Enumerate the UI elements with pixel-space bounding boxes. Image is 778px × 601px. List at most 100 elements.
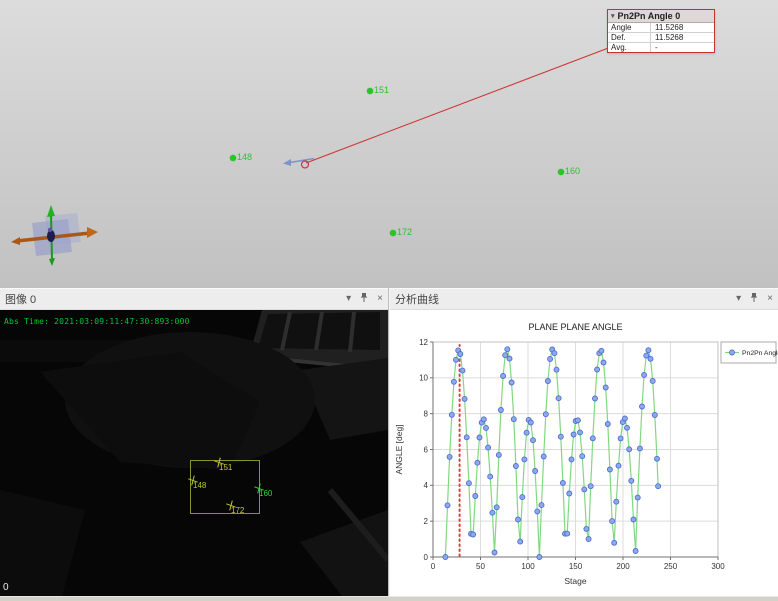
data-point[interactable] — [604, 421, 611, 427]
data-point[interactable] — [444, 502, 451, 509]
data-point[interactable] — [630, 516, 637, 523]
data-point[interactable] — [500, 373, 507, 379]
data-point[interactable] — [547, 356, 554, 362]
data-point[interactable] — [626, 446, 633, 453]
data-point[interactable] — [585, 536, 592, 542]
3d-viewport[interactable]: 151 148 160 172 ▾ Pn2Pn Angle 0 Angle 11.526… — [0, 0, 778, 288]
data-point[interactable] — [589, 435, 596, 442]
data-point[interactable] — [493, 504, 500, 511]
data-point[interactable] — [521, 456, 528, 463]
data-point[interactable] — [647, 355, 654, 362]
panel-close-icon[interactable]: × — [767, 293, 773, 304]
data-point[interactable] — [515, 516, 521, 523]
data-point[interactable] — [602, 384, 609, 391]
data-point[interactable] — [621, 415, 628, 422]
data-point[interactable] — [465, 480, 472, 487]
data-point[interactable] — [587, 483, 594, 490]
measurement-tooltip[interactable]: ▾ Pn2Pn Angle 0 Angle 11.5268 Def. 11.5268 A… — [607, 9, 715, 53]
chart-legend[interactable]: Pn2Pn Angle 0 — [720, 341, 778, 364]
data-point[interactable] — [551, 350, 558, 357]
data-point[interactable] — [512, 463, 519, 469]
data-point[interactable] — [487, 473, 494, 480]
data-point[interactable] — [574, 417, 581, 424]
data-point[interactable] — [519, 494, 526, 501]
data-point[interactable] — [442, 554, 449, 560]
data-point[interactable] — [632, 548, 639, 554]
data-point[interactable] — [532, 468, 539, 474]
data-point[interactable] — [506, 355, 513, 362]
data-point[interactable] — [457, 351, 464, 357]
data-point[interactable] — [485, 444, 492, 451]
data-point[interactable] — [502, 352, 509, 359]
data-point[interactable] — [510, 416, 517, 423]
data-point[interactable] — [446, 453, 453, 460]
data-point[interactable] — [624, 424, 630, 431]
data-point[interactable] — [483, 424, 489, 431]
data-point[interactable] — [530, 437, 536, 444]
data-point[interactable] — [448, 411, 455, 418]
collapse-triangle-icon[interactable]: ▾ — [611, 13, 615, 20]
data-point[interactable] — [517, 538, 524, 545]
data-point[interactable] — [544, 378, 551, 384]
data-point[interactable] — [489, 509, 496, 516]
data-point[interactable] — [480, 416, 487, 423]
analysis-chart[interactable]: 0 50 100 150 200 250 300 0 2 4 6 8 10 12 PLANE PLANE A… — [390, 310, 778, 596]
data-point[interactable] — [606, 466, 613, 473]
data-point[interactable] — [598, 347, 605, 354]
data-point[interactable] — [527, 419, 534, 426]
data-point[interactable] — [540, 453, 547, 460]
data-point[interactable] — [508, 379, 515, 386]
data-point[interactable] — [615, 462, 622, 469]
data-point[interactable] — [628, 477, 635, 484]
data-point[interactable] — [474, 459, 481, 466]
video-tracked-point[interactable]: 160 — [254, 483, 272, 498]
data-point[interactable] — [564, 530, 571, 537]
data-point[interactable] — [583, 525, 590, 532]
data-point[interactable] — [566, 490, 573, 497]
data-point[interactable] — [534, 508, 541, 515]
data-point[interactable] — [649, 377, 656, 384]
data-point[interactable] — [655, 483, 662, 490]
data-point[interactable] — [523, 429, 530, 436]
data-point[interactable] — [491, 549, 498, 556]
data-point[interactable] — [536, 554, 543, 560]
data-point[interactable] — [654, 455, 660, 462]
data-point[interactable] — [453, 356, 459, 363]
video-tracked-point[interactable]: 172 — [226, 500, 244, 515]
data-point[interactable] — [639, 403, 645, 410]
data-point[interactable] — [651, 412, 658, 418]
panel-menu-icon[interactable]: ▾ — [346, 293, 352, 304]
data-point[interactable] — [450, 378, 457, 385]
panel-menu-icon[interactable]: ▾ — [736, 293, 742, 304]
data-point[interactable] — [472, 493, 479, 499]
data-point[interactable] — [538, 502, 545, 509]
data-point[interactable] — [594, 366, 601, 373]
tooltip-header[interactable]: ▾ Pn2Pn Angle 0 — [608, 10, 714, 23]
video-tracked-point[interactable]: 151 — [214, 457, 232, 472]
data-point[interactable] — [470, 531, 477, 538]
data-point[interactable] — [609, 518, 616, 525]
data-point[interactable] — [613, 498, 620, 505]
data-point[interactable] — [617, 435, 624, 442]
data-point[interactable] — [559, 479, 566, 486]
data-point[interactable] — [542, 411, 549, 418]
data-point[interactable] — [476, 434, 483, 441]
data-point[interactable] — [577, 429, 583, 436]
data-point[interactable] — [504, 346, 511, 353]
data-point[interactable] — [570, 431, 577, 438]
data-point[interactable] — [600, 359, 607, 366]
data-point[interactable] — [579, 453, 586, 460]
video-tracked-point[interactable]: 148 — [188, 475, 206, 490]
data-point[interactable] — [557, 433, 564, 440]
data-point[interactable] — [495, 451, 502, 458]
panel-close-icon[interactable]: × — [377, 293, 383, 304]
data-point[interactable] — [581, 486, 588, 493]
data-point[interactable] — [553, 366, 560, 373]
camera-view[interactable]: Abs Time: 2021:03:09:11:47:30:893:000 15… — [0, 310, 388, 596]
data-point[interactable] — [463, 434, 470, 441]
data-point[interactable] — [459, 367, 466, 374]
panel-pin-icon[interactable] — [360, 292, 368, 306]
data-point[interactable] — [568, 456, 575, 463]
data-point[interactable] — [461, 395, 468, 402]
data-point[interactable] — [555, 395, 562, 402]
